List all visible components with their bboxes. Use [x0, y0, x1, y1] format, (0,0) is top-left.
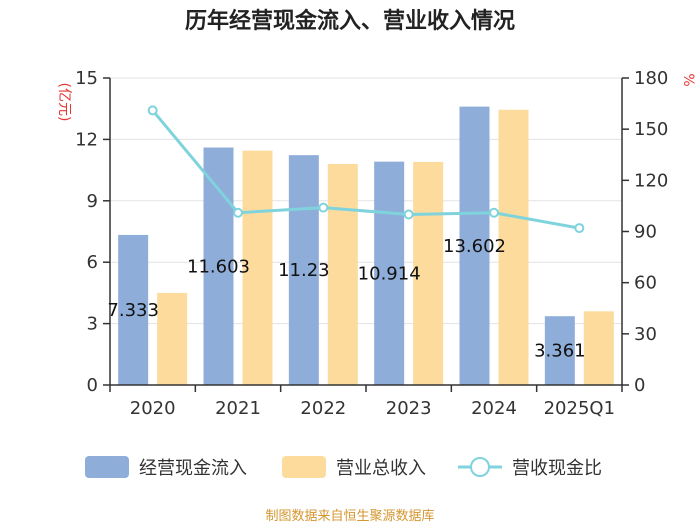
x-tick-label: 2025Q1 — [544, 398, 615, 419]
bar-data-label: 13.602 — [443, 236, 506, 257]
legend-swatch — [282, 456, 326, 478]
ratio-point — [147, 105, 158, 116]
source-note: 制图数据来自恒生聚源数据库 — [265, 508, 434, 524]
bar-data-label: 11.603 — [187, 256, 250, 277]
right-tick-label: 90 — [634, 222, 657, 243]
left-tick-label: 9 — [87, 191, 98, 212]
chart-title: 历年经营现金流入、营业收入情况 — [185, 8, 515, 34]
legend-line-marker — [470, 457, 490, 477]
left-axis-unit: (亿元) — [56, 83, 72, 122]
ratio-point — [318, 202, 329, 213]
axis-layer: 0 3 6 9 12 15(亿元) 0 30 60 90 120 150 180 % 2020 2021 202… — [56, 68, 696, 419]
ratio-point — [403, 209, 414, 220]
ratio-point — [233, 207, 243, 218]
right-tick-label: 150 — [634, 119, 668, 140]
right-tick-label: 120 — [634, 170, 668, 191]
bar-cash-inflow — [374, 161, 405, 385]
legend: 经营现金流入 营业总收入 营收现金比 — [85, 456, 602, 479]
left-tick-label: 3 — [87, 314, 98, 335]
bar-cash-inflow — [118, 234, 149, 385]
right-axis-unit: % — [680, 73, 696, 86]
x-tick-label: 2022 — [300, 398, 346, 419]
right-tick-label: 30 — [634, 324, 657, 345]
bar-revenue — [583, 311, 614, 385]
x-tick-label: 2023 — [386, 398, 432, 419]
legend-swatch — [85, 456, 129, 478]
ratio-point — [574, 223, 585, 234]
left-tick-label: 0 — [87, 375, 98, 396]
bar-revenue — [498, 109, 529, 386]
line-layer — [147, 105, 585, 234]
x-tick-label: 2021 — [215, 398, 261, 419]
bar-revenue — [242, 150, 273, 385]
bar-data-label: 11.23 — [278, 260, 330, 281]
right-tick-label: 180 — [634, 68, 668, 89]
legend-label: 营收现金比 — [512, 458, 602, 479]
right-tick-label: 60 — [634, 273, 657, 294]
x-tick-label: 2020 — [130, 398, 176, 419]
left-tick-label: 12 — [75, 129, 98, 150]
ratio-line — [151, 109, 580, 230]
left-tick-label: 6 — [87, 252, 98, 273]
bar-data-label: 10.914 — [358, 263, 421, 284]
label-layer: 7.333 11.603 11.23 10.914 13.602 3.361 — [107, 236, 585, 362]
bar-cash-inflow — [544, 316, 575, 385]
bar-revenue — [157, 292, 188, 385]
left-tick-label: 15 — [75, 68, 98, 89]
bar-revenue — [327, 163, 358, 385]
legend-label: 经营现金流入 — [139, 458, 247, 479]
legend-label: 营业总收入 — [336, 458, 426, 479]
bars-layer — [118, 106, 614, 386]
ratio-point — [489, 207, 499, 218]
bar-cash-inflow — [459, 106, 490, 385]
bar-revenue — [413, 161, 444, 385]
bar-data-label: 7.333 — [107, 300, 159, 321]
bar-cash-inflow — [288, 155, 319, 385]
bar-data-label: 3.361 — [534, 341, 586, 362]
right-tick-label: 0 — [634, 375, 645, 396]
x-tick-label: 2024 — [471, 398, 517, 419]
